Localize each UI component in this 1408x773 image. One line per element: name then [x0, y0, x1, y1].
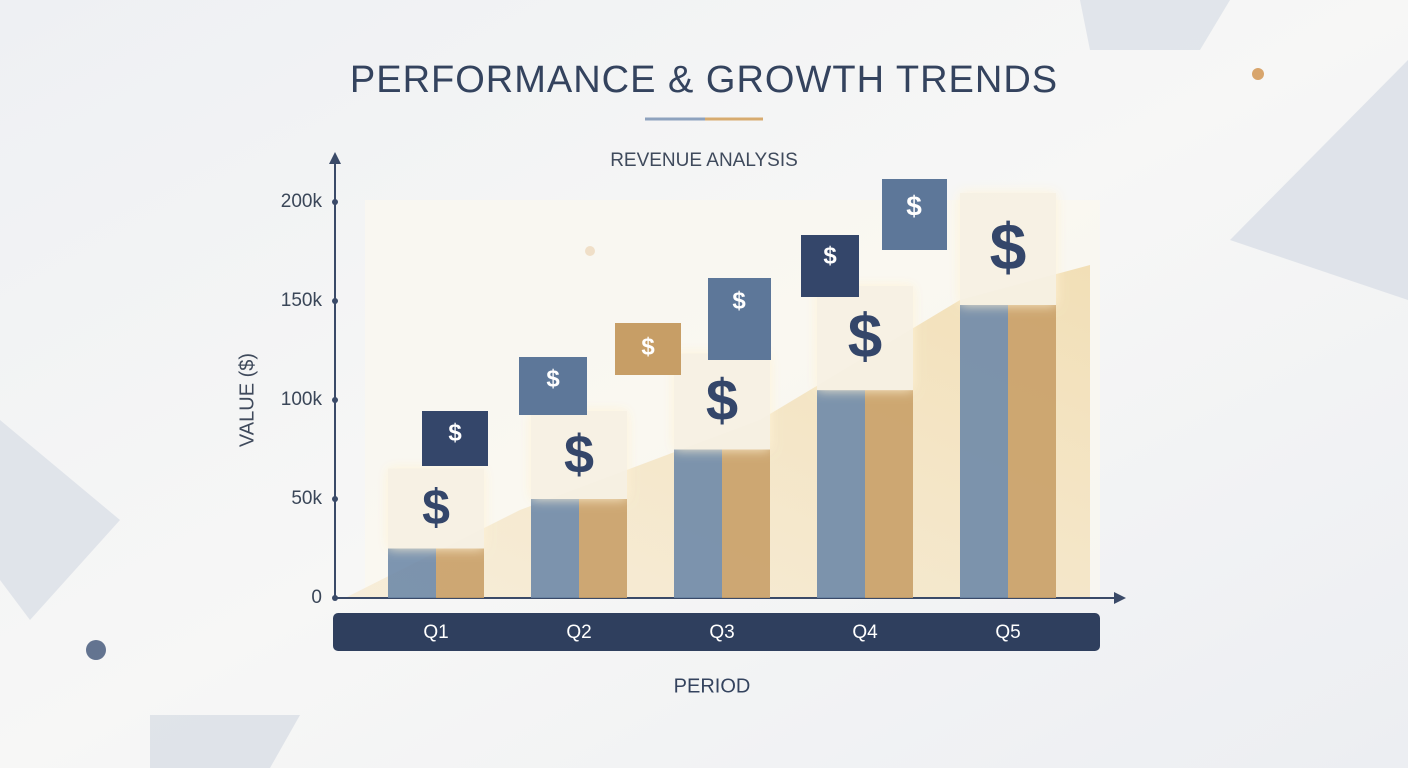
decor — [1080, 0, 1230, 50]
decor — [1252, 68, 1264, 80]
x-axis-arrow — [1114, 592, 1126, 604]
icon: $ — [641, 333, 655, 360]
icon-card — [817, 286, 913, 391]
y-axis-label: VALUE ($) — [236, 353, 258, 447]
icon: $ — [848, 302, 882, 371]
chart-subtitle: REVENUE ANALYSIS — [610, 150, 798, 171]
tick-mark — [332, 298, 338, 304]
icon-card — [960, 192, 1056, 305]
icon: $ — [448, 419, 462, 446]
bar — [388, 548, 436, 598]
icon: $ — [422, 480, 450, 536]
icon: $ — [706, 368, 738, 433]
y-tick-label: 200k — [281, 191, 323, 212]
bar — [579, 499, 627, 598]
icon: $ — [564, 424, 594, 484]
decor — [86, 640, 106, 660]
category-strip — [333, 613, 1100, 651]
y-axis-arrow — [329, 152, 341, 164]
y-tick-label: 150k — [281, 290, 323, 311]
bar — [817, 390, 865, 598]
bar — [1008, 304, 1056, 598]
icon-box — [615, 323, 681, 375]
bar — [865, 390, 913, 598]
tick-mark — [332, 595, 338, 601]
icon: $ — [546, 365, 560, 392]
tick-mark — [332, 397, 338, 403]
tick-mark — [332, 199, 338, 205]
y-tick-label: 100k — [281, 389, 323, 410]
icon: $ — [906, 190, 922, 221]
x-axis-label: PERIOD — [674, 675, 751, 697]
bar — [674, 449, 722, 598]
icon-box — [422, 411, 488, 466]
bar — [436, 548, 484, 598]
decor — [0, 420, 120, 620]
icon-box — [882, 179, 947, 250]
tick-mark — [332, 496, 338, 502]
icon: $ — [990, 209, 1027, 283]
decor — [150, 715, 300, 768]
x-tick-label: Q4 — [852, 622, 878, 643]
chart-title: PERFORMANCE & GROWTH TRENDS — [350, 59, 1058, 101]
icon: $ — [732, 287, 746, 314]
x-tick-label: Q5 — [995, 622, 1020, 643]
y-tick-label: 0 — [311, 587, 322, 608]
icon-box — [519, 357, 587, 415]
x-tick-label: Q2 — [566, 622, 591, 643]
icon-card — [388, 468, 484, 549]
icon-box — [801, 235, 859, 297]
bar — [722, 449, 770, 598]
icon: $ — [823, 242, 837, 269]
x-tick-label: Q1 — [423, 622, 448, 643]
bar — [960, 304, 1008, 598]
icon-card — [674, 353, 770, 450]
decor — [1230, 60, 1408, 300]
x-tick-label: Q3 — [709, 622, 734, 643]
bar — [531, 499, 579, 598]
icon-card — [531, 411, 627, 499]
icon-box — [708, 278, 771, 360]
y-tick-label: 50k — [291, 488, 322, 509]
